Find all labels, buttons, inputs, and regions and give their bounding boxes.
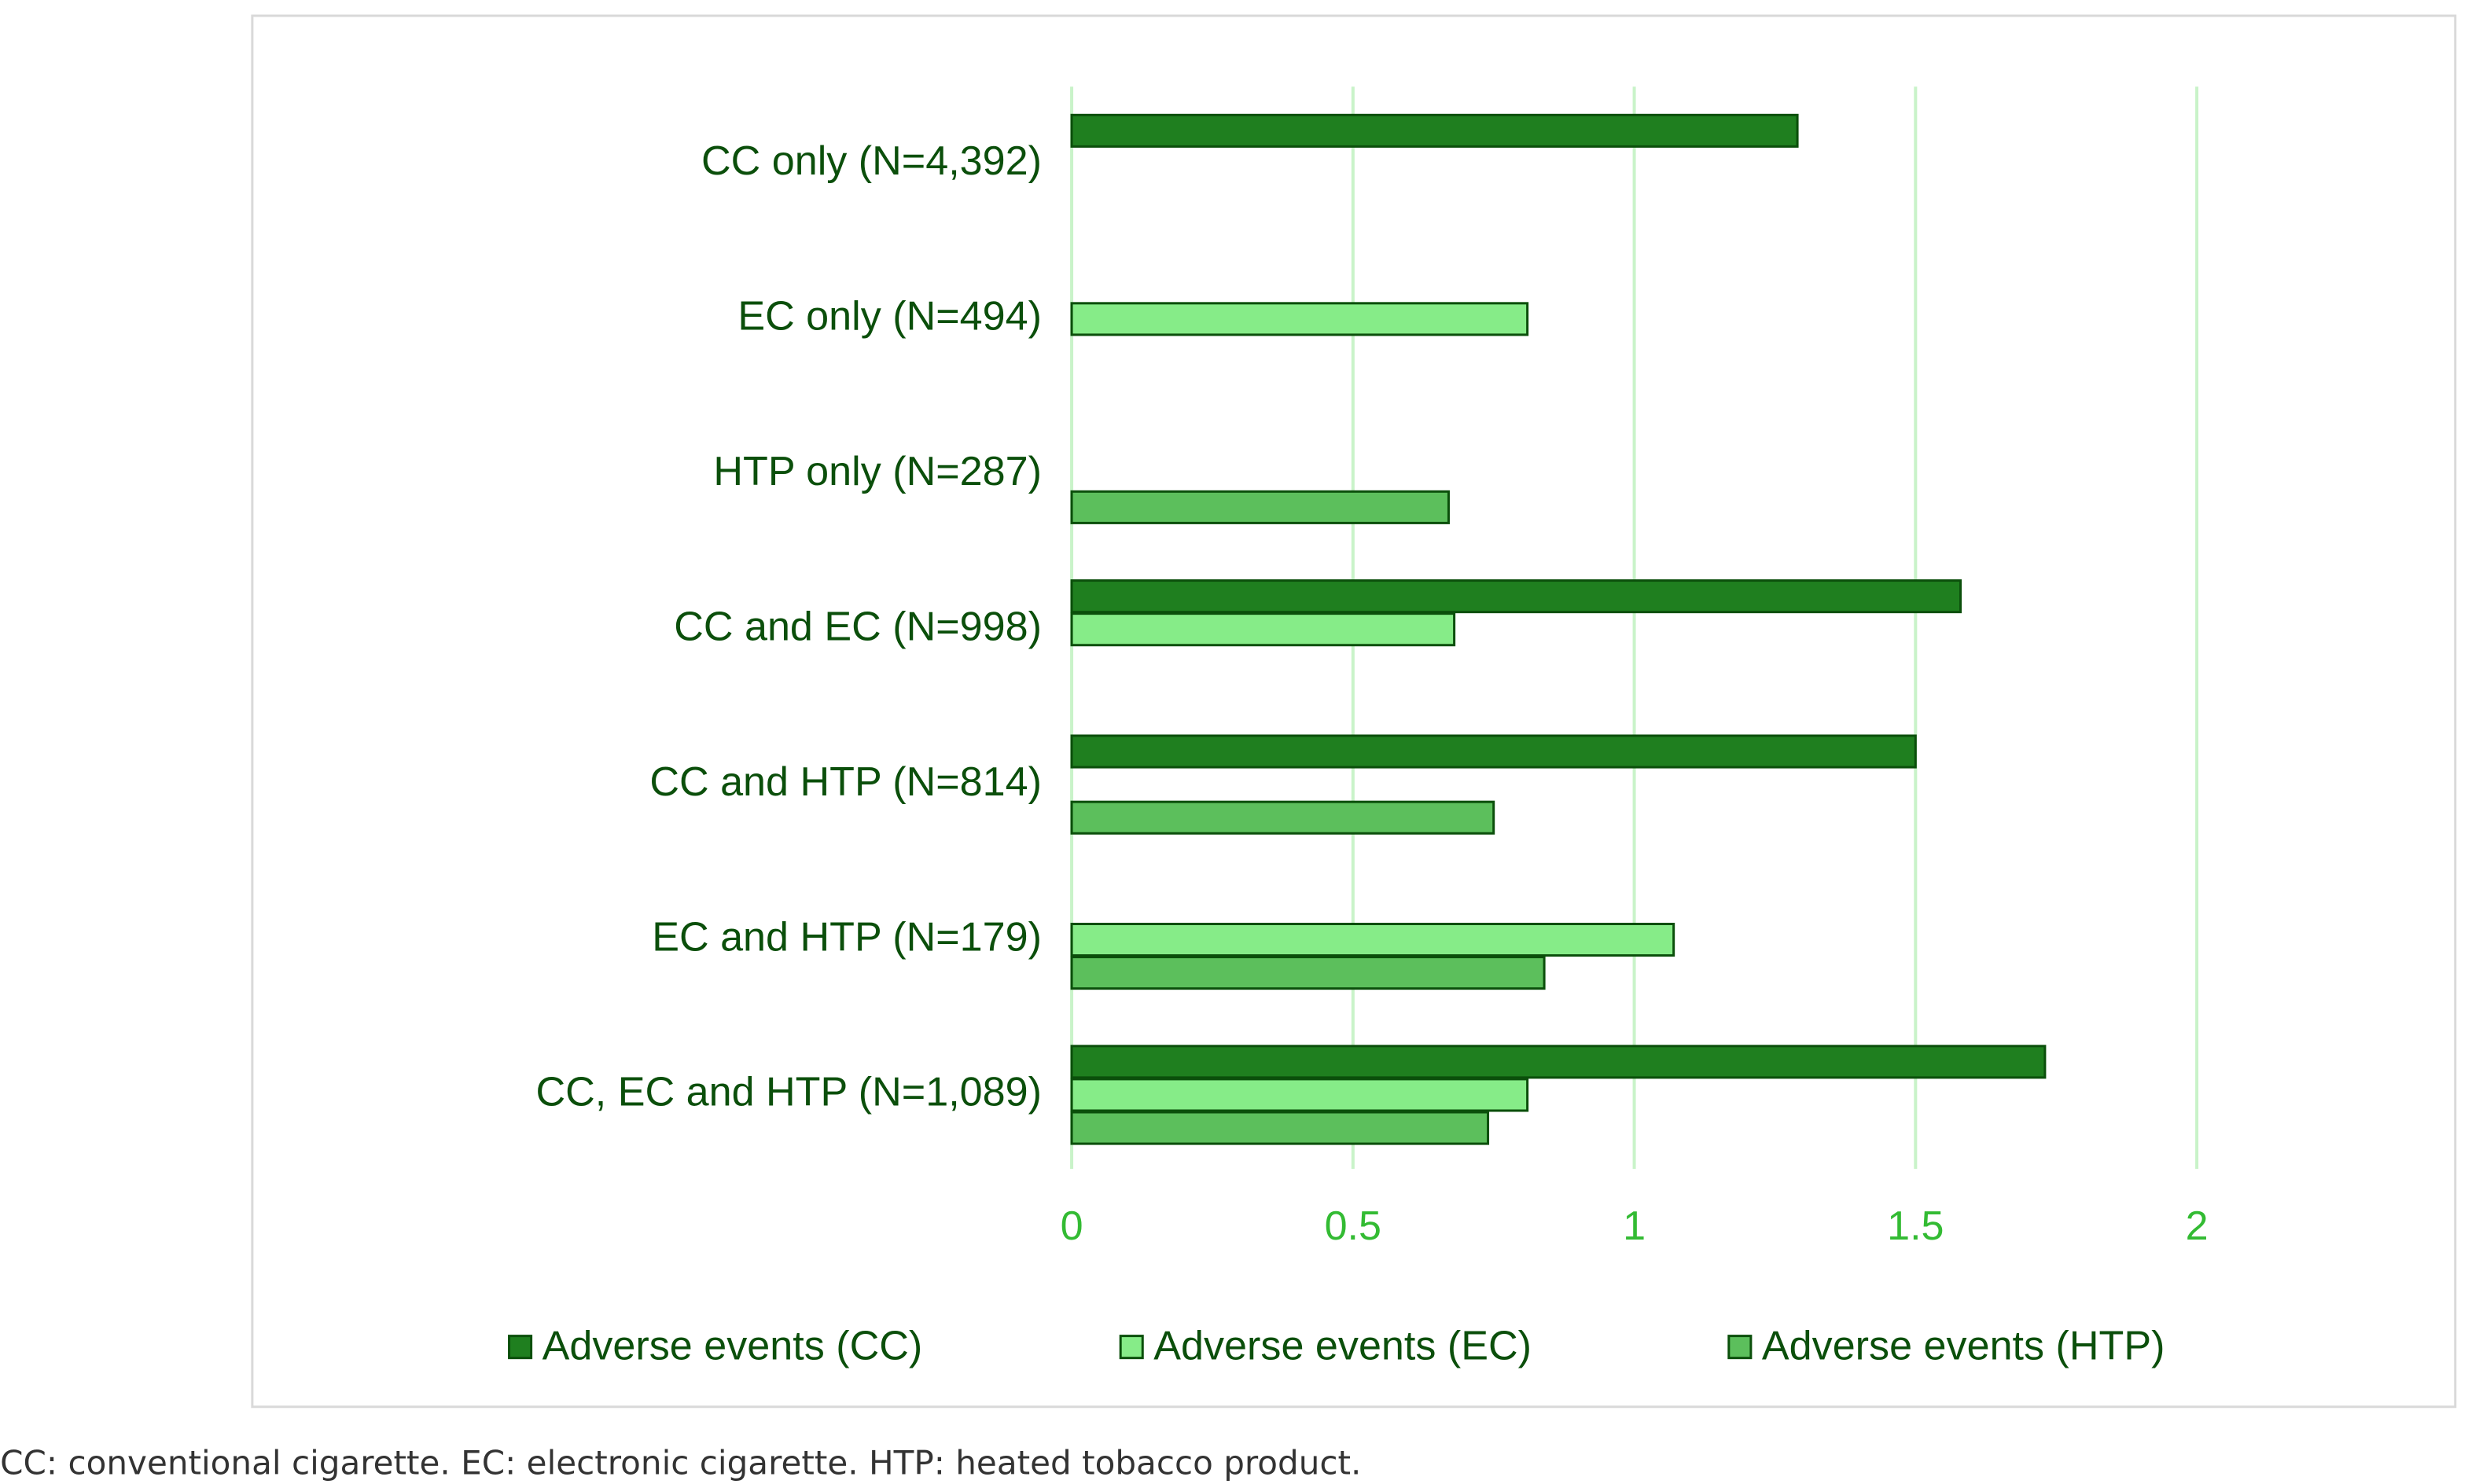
legend-marker xyxy=(1727,1335,1753,1360)
y-tick-label: EC and HTP (N=179) xyxy=(652,914,1042,960)
bar xyxy=(1070,113,1799,148)
bar xyxy=(1070,612,1456,647)
footnote: CC: conventional cigarette. EC: electron… xyxy=(0,1443,1361,1482)
bar xyxy=(1070,1078,1529,1112)
x-tick-label: 0.5 xyxy=(1325,1203,1381,1249)
bar xyxy=(1070,490,1450,524)
legend-label: Adverse events (CC) xyxy=(543,1323,923,1368)
x-tick-label: 2 xyxy=(2186,1203,2209,1249)
legend-label: Adverse events (EC) xyxy=(1153,1323,1532,1368)
y-tick-label: CC and EC (N=998) xyxy=(674,604,1042,649)
y-tick-label: CC only (N=4,392) xyxy=(701,138,1042,184)
bar xyxy=(1070,302,1529,336)
x-tick-label: 1.5 xyxy=(1887,1203,1944,1249)
x-tick-label: 0 xyxy=(1061,1203,1083,1249)
bar xyxy=(1070,922,1675,957)
bar xyxy=(1070,579,1962,614)
legend-label: Adverse events (HTP) xyxy=(1762,1323,2165,1368)
y-tick-label: CC, EC and HTP (N=1,089) xyxy=(536,1070,1042,1115)
bar xyxy=(1070,800,1495,835)
bar xyxy=(1070,956,1546,990)
bar xyxy=(1070,1111,1490,1145)
y-tick-label: EC only (N=494) xyxy=(737,294,1042,340)
x-tick-label: 1 xyxy=(1623,1203,1646,1249)
legend-marker xyxy=(1119,1335,1144,1360)
bar xyxy=(1070,1045,2047,1079)
y-tick-label: CC and HTP (N=814) xyxy=(649,759,1042,805)
bar xyxy=(1070,734,1917,769)
y-tick-label: HTP only (N=287) xyxy=(713,449,1042,494)
legend-marker xyxy=(508,1335,533,1360)
